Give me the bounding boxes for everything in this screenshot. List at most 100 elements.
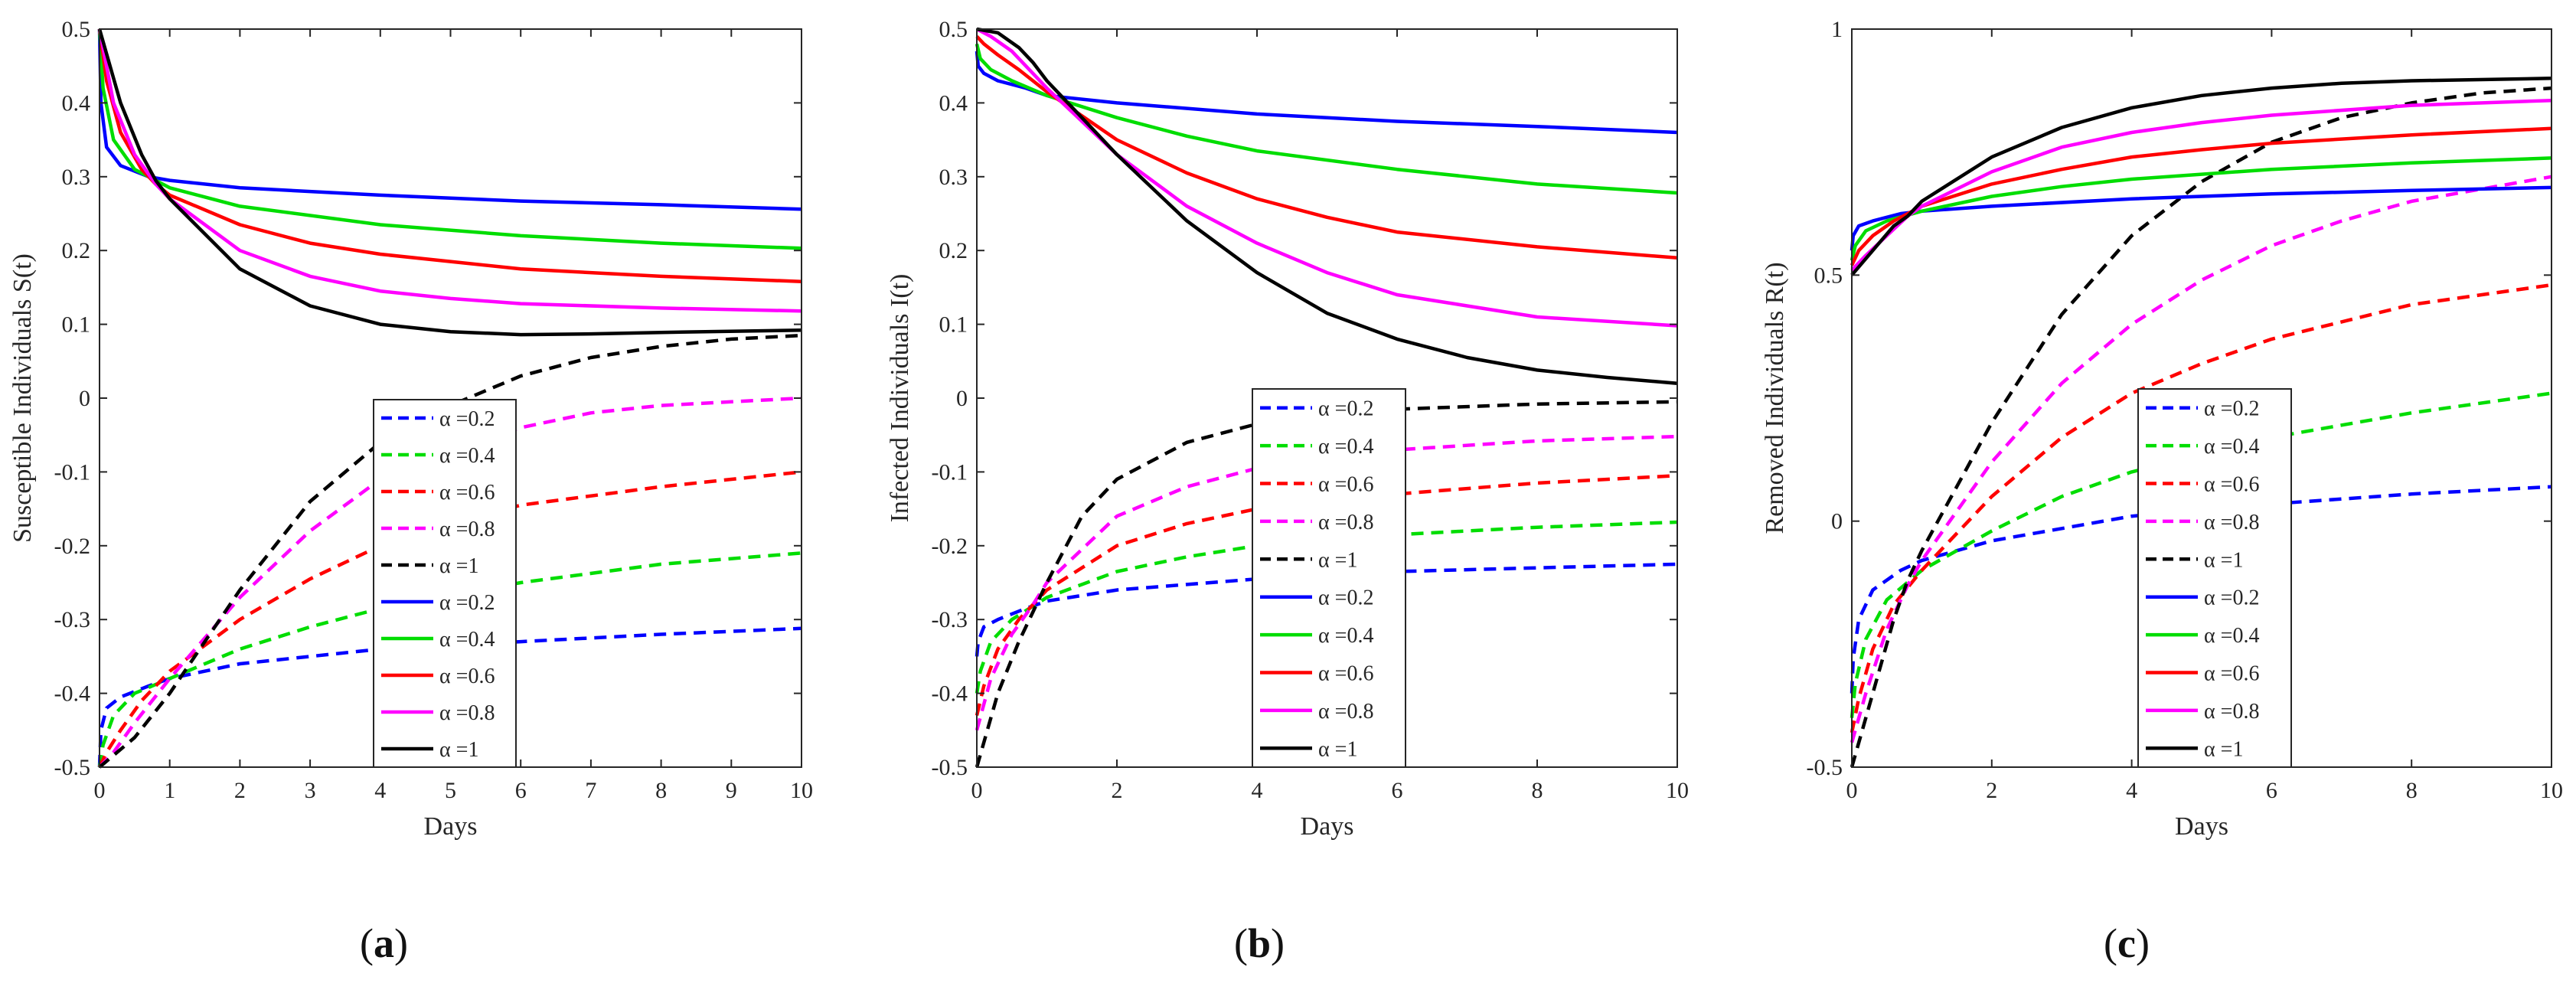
series-line-dashed-0.6 [97, 470, 802, 768]
series-line-dashed-0.8 [1850, 175, 2552, 743]
legend-entry-label: α =0.2 [439, 407, 495, 431]
y-tick-label: 0.3 [939, 165, 968, 190]
y-tick-label: 0.4 [62, 90, 91, 116]
y-tick-label: 0 [79, 386, 90, 411]
x-tick-label: 4 [1252, 778, 1263, 803]
x-axis-label: Days [424, 812, 478, 841]
series-line-solid-0.6 [1850, 126, 2552, 266]
series-line-dashed-0.4 [975, 520, 1678, 694]
series-line-dashed-0.6 [975, 473, 1678, 717]
series-line-dashed-0.8 [98, 396, 802, 769]
series-line-solid-1 [976, 27, 1678, 385]
legend-entry-label: α =0.2 [1318, 397, 1373, 421]
series-line-dashed-0.6 [1850, 283, 2552, 733]
series-line-solid-0.4 [975, 43, 1678, 195]
legend-entry-label: α =0.2 [1318, 586, 1373, 610]
x-tick-label: 3 [305, 778, 316, 803]
legend-entry-label: α =1 [2204, 548, 2243, 572]
legend-entry-label: α =0.8 [439, 701, 495, 725]
series-line-solid-0.6 [975, 35, 1678, 260]
y-tick-label: -0.3 [932, 607, 968, 632]
x-tick-label: 10 [2540, 778, 2563, 803]
x-tick-label: 8 [655, 778, 667, 803]
legend-box [1252, 388, 1406, 768]
y-tick-label: -0.1 [54, 459, 91, 485]
legend-entry-label: α =0.4 [2204, 624, 2259, 648]
x-tick-label: 2 [1112, 778, 1123, 803]
series-line-solid-0.8 [1850, 98, 2552, 272]
legend-entry-label: α =1 [439, 554, 478, 578]
panel-caption: (a) [360, 920, 408, 966]
x-tick-label: 5 [445, 778, 456, 803]
legend-entry-label: α =0.8 [1318, 511, 1373, 534]
x-tick-label: 10 [1666, 778, 1689, 803]
y-tick-label: 0 [956, 386, 968, 411]
series-line-dashed-0.2 [1850, 485, 2552, 694]
x-tick-label: 2 [234, 778, 246, 803]
y-tick-label: 0.5 [1814, 263, 1843, 288]
legend-entry-label: α =0.4 [439, 628, 495, 652]
series-line-dashed-0.8 [975, 434, 1678, 731]
y-axis-label: Susceptible Individuals S(t) [8, 253, 37, 543]
legend-entry-label: α =0.8 [2204, 700, 2259, 724]
series-line-solid-0.4 [1850, 156, 2552, 261]
legend-entry-label: α =0.8 [2204, 511, 2259, 534]
x-axis-label: Days [2175, 812, 2228, 841]
y-tick-label: 0.2 [939, 238, 968, 263]
series-line-solid-0.8 [97, 28, 802, 313]
legend-entry-label: α =1 [439, 738, 478, 762]
panel-caption: (b) [1234, 920, 1285, 966]
x-tick-label: 4 [2126, 778, 2137, 803]
y-tick-label: 0 [1831, 509, 1843, 534]
series-line-solid-0.6 [97, 28, 802, 283]
legend-entry-label: α =0.6 [439, 665, 495, 688]
legend-entry-label: α =0.8 [1318, 700, 1373, 724]
x-tick-label: 4 [374, 778, 386, 803]
legend: α =0.2 α =0.4 α =0.6 α =0.8 α =1 α =0.2 α =0.4… [2137, 388, 2292, 768]
x-tick-label: 0 [94, 778, 106, 803]
y-tick-label: 1 [1831, 17, 1843, 42]
chart-panel-a: 0 1 2 3 4 5 6 7 8 9 10 -0.5 -0.4 -0.3 -0.2 -0.1 0 0.1 0.2 0… [8, 17, 813, 966]
panel-letter: a [374, 920, 394, 966]
legend-entry-label: α =0.4 [1318, 624, 1373, 648]
x-tick-label: 8 [2406, 778, 2418, 803]
y-tick-label: 0.2 [62, 238, 91, 263]
legend-entry-label: α =1 [2204, 737, 2243, 761]
legend-entry-label: α =0.4 [1318, 435, 1373, 459]
legend-entry-label: α =0.6 [1318, 473, 1373, 497]
panel-letter: c [2117, 920, 2136, 966]
series-line-solid-1 [97, 28, 802, 337]
y-axis-label: Infected Individuals I(t) [886, 274, 914, 523]
y-tick-label: 0.1 [939, 312, 968, 338]
legend-entry-label: α =0.2 [2204, 397, 2259, 421]
legend-entry-label: α =0.2 [439, 591, 495, 615]
chart-panel-b: 0 2 4 6 8 10 -0.5 -0.4 -0.3 -0.2 -0.1 0 0.1 0.2 0.3 0.4… [886, 17, 1689, 966]
y-tick-label: 0.4 [939, 90, 968, 116]
x-tick-label: 7 [585, 778, 596, 803]
y-tick-label: 0.1 [62, 312, 91, 338]
x-axis-label: Days [1301, 812, 1354, 841]
panel-letter: b [1248, 920, 1271, 966]
legend-entry-label: α =0.4 [2204, 435, 2259, 459]
series-line-dashed-1 [975, 400, 1678, 768]
y-tick-label: 0.5 [939, 17, 968, 42]
legend-entry-label: α =0.8 [439, 518, 495, 541]
legend: α =0.2 α =0.4 α =0.6 α =0.8 α =1 α =0.2 α =0.4… [1252, 388, 1406, 768]
series-line-solid-0.4 [97, 28, 802, 250]
y-tick-label: -0.2 [54, 534, 91, 559]
x-tick-label: 0 [1846, 778, 1858, 803]
panel-caption: (c) [2104, 920, 2150, 966]
y-axis-label: Removed Individuals R(t) [1761, 262, 1789, 534]
series-line-solid-1 [1850, 77, 2552, 276]
legend-entry-label: α =0.6 [1318, 662, 1373, 686]
legend-entry-label: α =0.6 [2204, 473, 2259, 497]
y-tick-label: 0.5 [62, 17, 91, 42]
legend-entry-label: α =0.4 [439, 444, 495, 468]
y-tick-label: -0.4 [54, 681, 91, 707]
legend-entry-label: α =0.6 [2204, 662, 2259, 686]
y-tick-label: -0.5 [54, 755, 91, 780]
legend-entry-label: α =1 [1318, 548, 1357, 572]
legend-box [2137, 388, 2292, 768]
series-line-dashed-1 [98, 333, 802, 769]
